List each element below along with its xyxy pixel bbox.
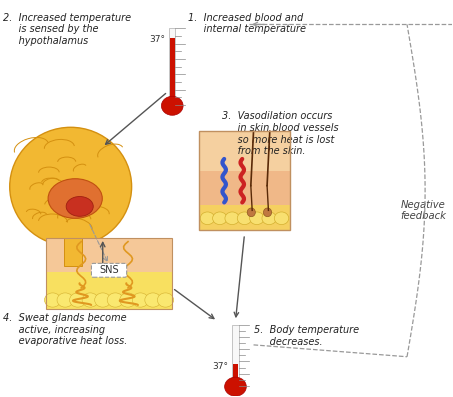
Ellipse shape [247, 208, 255, 217]
Text: 3.  Vasodilation occurs
     in skin blood vessels
     so more heat is lost
   : 3. Vasodilation occurs in skin blood ves… [222, 112, 338, 156]
Bar [46, 272, 172, 309]
Ellipse shape [264, 208, 272, 217]
Bar [169, 29, 175, 105]
Text: 37°: 37° [213, 362, 229, 371]
Text: 4.  Sweat glands become
     active, increasing
     evaporative heat loss.: 4. Sweat glands become active, increasin… [3, 313, 127, 347]
Ellipse shape [48, 179, 102, 218]
Bar [199, 131, 289, 171]
Circle shape [82, 293, 98, 307]
Circle shape [95, 293, 111, 307]
Text: 5.  Body temperature
     decreases.: 5. Body temperature decreases. [254, 325, 359, 347]
Text: SNS: SNS [99, 265, 119, 275]
Circle shape [275, 212, 289, 225]
Bar [170, 38, 175, 105]
Circle shape [120, 293, 136, 307]
Circle shape [237, 212, 252, 225]
Bar [199, 131, 289, 230]
Bar [233, 364, 238, 386]
Bar [46, 238, 172, 272]
Circle shape [57, 293, 73, 307]
Circle shape [225, 212, 239, 225]
FancyBboxPatch shape [92, 263, 127, 277]
Circle shape [225, 377, 246, 396]
Circle shape [132, 293, 149, 307]
Circle shape [44, 293, 61, 307]
Circle shape [145, 293, 161, 307]
Ellipse shape [66, 197, 93, 216]
Circle shape [157, 293, 173, 307]
Circle shape [250, 212, 264, 225]
Circle shape [107, 293, 124, 307]
Circle shape [200, 212, 215, 225]
Bar [199, 171, 289, 205]
Ellipse shape [10, 127, 132, 246]
Circle shape [262, 212, 276, 225]
Bar [64, 238, 82, 266]
Bar [199, 205, 289, 230]
Bar [46, 238, 172, 309]
Text: 1.  Increased blood and
     internal temperature: 1. Increased blood and internal temperat… [188, 13, 306, 34]
Text: 2.  Increased temperature
     is sensed by the
     hypothalamus: 2. Increased temperature is sensed by th… [3, 13, 131, 46]
Bar [232, 325, 239, 386]
Circle shape [161, 96, 183, 115]
Circle shape [70, 293, 86, 307]
Circle shape [212, 212, 227, 225]
Text: Negative
feedback: Negative feedback [400, 200, 446, 221]
Text: 37°: 37° [149, 35, 165, 44]
